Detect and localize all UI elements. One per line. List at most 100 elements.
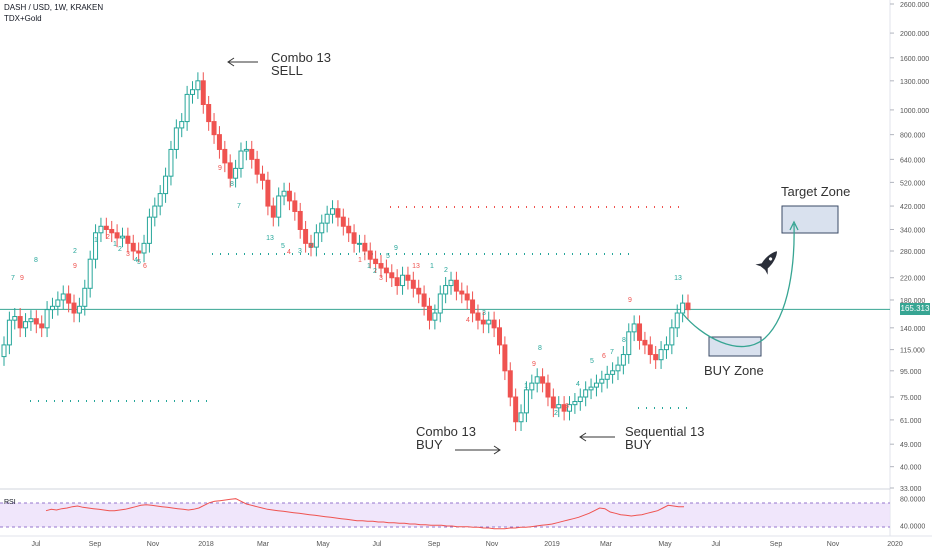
td-count-label: 4 xyxy=(576,381,580,388)
candle-body xyxy=(448,279,454,287)
y-tick-label: 61.000 xyxy=(900,418,922,425)
chart-annotation: Sequential 13 xyxy=(625,424,705,439)
candle-body xyxy=(308,242,314,248)
candle-body xyxy=(486,319,492,325)
y-tick-label: 2600.000 xyxy=(900,2,929,9)
y-tick-label: 2000.000 xyxy=(900,31,929,38)
td-count-label: 7 xyxy=(237,203,241,210)
td-count-label: 13 xyxy=(266,235,274,242)
x-tick-label: Nov xyxy=(486,541,499,548)
y-tick-label: 1600.000 xyxy=(900,56,929,63)
td-count-label: 5 xyxy=(590,358,594,365)
candle-body xyxy=(303,228,309,244)
td-count-label: 5 xyxy=(386,253,390,260)
candle-body xyxy=(12,316,18,321)
x-tick-label: Mar xyxy=(257,541,270,548)
candle-body xyxy=(470,299,476,314)
rocket-fin xyxy=(755,263,764,267)
x-tick-label: Jul xyxy=(373,541,382,548)
x-tick-label: Mar xyxy=(600,541,613,548)
td-count-label: 3 xyxy=(565,403,569,410)
candle-body xyxy=(114,232,120,239)
td-count-label: 3 xyxy=(379,275,383,282)
candle-body xyxy=(378,263,384,269)
chart-annotation: SELL xyxy=(271,63,303,78)
y-tick-label: 95.000 xyxy=(900,369,922,376)
candle-body xyxy=(464,293,470,301)
rocket-window xyxy=(768,257,773,261)
td-count-label: 9 xyxy=(218,165,222,172)
candle-body xyxy=(206,103,212,123)
y-tick-label: 75.000 xyxy=(900,395,922,402)
x-tick-label: Sep xyxy=(770,541,783,548)
td-count-label: 5 xyxy=(281,243,285,250)
td-count-label: 9 xyxy=(394,245,398,252)
rocket-fin xyxy=(765,266,768,275)
candle-body xyxy=(351,232,357,244)
candle-body xyxy=(335,208,341,218)
candle-body xyxy=(513,396,519,423)
candle-body xyxy=(400,274,406,287)
td-count-label: 6 xyxy=(143,263,147,270)
candle-body xyxy=(157,193,163,207)
candle-body xyxy=(60,293,66,301)
candle-body xyxy=(491,319,497,329)
candle-body xyxy=(647,344,653,356)
candle-body xyxy=(620,354,626,366)
candle-body xyxy=(238,150,244,169)
candle-body xyxy=(588,386,594,391)
candle-body xyxy=(523,389,529,414)
candle-body xyxy=(356,242,362,245)
td-count-label: 7 xyxy=(610,349,614,356)
candle-body xyxy=(330,208,336,215)
x-tick-label: Jul xyxy=(32,541,41,548)
candle-body xyxy=(389,272,395,279)
td-count-label: 3 xyxy=(126,251,130,258)
candle-body xyxy=(443,285,449,295)
candle-body xyxy=(44,309,50,329)
annotation-arrowhead xyxy=(227,57,235,67)
td-count-label: 13 xyxy=(674,275,682,282)
candle-body xyxy=(163,175,169,195)
td-count-label: 1 xyxy=(367,263,371,270)
y-tick-label: 220.000 xyxy=(900,276,925,283)
candle-body xyxy=(626,331,632,356)
candle-body xyxy=(173,127,179,150)
y-tick-label: 49.000 xyxy=(900,442,922,449)
candle-body xyxy=(599,378,605,384)
candle-body xyxy=(367,250,373,260)
annotation-arrowhead xyxy=(579,432,587,442)
candle-body xyxy=(669,327,675,346)
candle-body xyxy=(567,404,573,412)
rsi-tick-label: 40.0000 xyxy=(900,523,925,530)
candle-body xyxy=(394,277,400,287)
y-tick-label: 640.000 xyxy=(900,157,925,164)
candle-body xyxy=(572,401,578,406)
candle-body xyxy=(297,210,303,230)
candle-body xyxy=(502,344,508,372)
candle-body xyxy=(362,242,368,252)
td-count-label: 7 xyxy=(11,275,15,282)
candle-body xyxy=(233,167,239,179)
candle-body xyxy=(674,312,680,329)
rsi-band xyxy=(0,503,890,527)
x-tick-label: 2018 xyxy=(198,541,214,548)
td-count-label: 9 xyxy=(532,361,536,368)
td-count-label: 9 xyxy=(20,275,24,282)
candle-body xyxy=(292,200,298,212)
candle-body xyxy=(249,148,255,160)
candle-body xyxy=(410,279,416,289)
td-count-label: 8 xyxy=(622,337,626,344)
candle-body xyxy=(23,321,29,329)
candle-body xyxy=(33,318,39,325)
candle-body xyxy=(583,389,589,398)
candle-body xyxy=(276,195,282,218)
td-count-label: 2 xyxy=(444,267,448,274)
candle-body xyxy=(254,158,260,175)
candle-body xyxy=(179,121,185,129)
candle-body xyxy=(28,318,34,323)
candle-body xyxy=(480,319,486,325)
chart-annotation: Combo 13 xyxy=(416,424,476,439)
